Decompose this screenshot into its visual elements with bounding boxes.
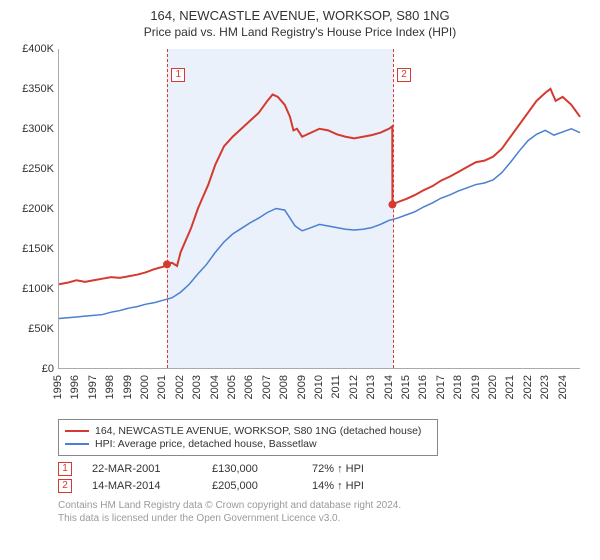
legend-swatch [65, 443, 89, 445]
xtick-label: 2020 [487, 375, 499, 399]
xtick-label: 2008 [278, 375, 290, 399]
sale-row: 2 14-MAR-2014 £205,000 14% ↑ HPI [58, 479, 590, 493]
sale-marker-icon: 1 [58, 462, 72, 476]
xtick-label: 2001 [156, 375, 168, 399]
ytick-label: £0 [10, 363, 54, 375]
legend: 164, NEWCASTLE AVENUE, WORKSOP, S80 1NG … [58, 419, 438, 456]
footer: Contains HM Land Registry data © Crown c… [58, 499, 590, 525]
xtick-label: 2004 [209, 375, 221, 399]
xtick-label: 2002 [174, 375, 186, 399]
xtick-label: 2012 [348, 375, 360, 399]
xtick-label: 2022 [522, 375, 534, 399]
xtick-label: 2019 [470, 375, 482, 399]
xtick-label: 2015 [400, 375, 412, 399]
xtick-label: 1995 [52, 375, 64, 399]
xtick-label: 2016 [417, 375, 429, 399]
ytick-label: £150K [10, 243, 54, 255]
xtick-label: 2024 [557, 375, 569, 399]
xtick-label: 2014 [383, 375, 395, 399]
xtick-label: 2003 [191, 375, 203, 399]
series-hpi [59, 129, 580, 319]
xtick-label: 2017 [435, 375, 447, 399]
series-price_paid [59, 89, 580, 284]
sale-price: £130,000 [212, 463, 292, 475]
xtick-label: 2006 [243, 375, 255, 399]
chart-svg [59, 49, 580, 368]
sale-vline [393, 49, 394, 368]
chart-area: 12 £0£50K£100K£150K£200K£250K£300K£350K£… [10, 45, 590, 415]
xtick-label: 2018 [452, 375, 464, 399]
xtick-label: 2021 [504, 375, 516, 399]
sale-pct: 72% ↑ HPI [312, 463, 402, 475]
ytick-label: £200K [10, 203, 54, 215]
legend-swatch [65, 430, 89, 432]
sale-date: 22-MAR-2001 [92, 463, 192, 475]
legend-item: HPI: Average price, detached house, Bass… [65, 438, 431, 450]
xtick-label: 2005 [226, 375, 238, 399]
xtick-label: 2007 [261, 375, 273, 399]
plot-area: 12 [58, 49, 580, 369]
ytick-label: £400K [10, 43, 54, 55]
xtick-label: 2010 [313, 375, 325, 399]
sale-pct: 14% ↑ HPI [312, 480, 402, 492]
sale-date: 14-MAR-2014 [92, 480, 192, 492]
sale-row: 1 22-MAR-2001 £130,000 72% ↑ HPI [58, 462, 590, 476]
legend-item: 164, NEWCASTLE AVENUE, WORKSOP, S80 1NG … [65, 425, 431, 437]
ytick-label: £50K [10, 323, 54, 335]
xtick-label: 1996 [69, 375, 81, 399]
chart-container: 164, NEWCASTLE AVENUE, WORKSOP, S80 1NG … [0, 0, 600, 560]
footer-line-2: This data is licensed under the Open Gov… [58, 512, 590, 525]
footer-line-1: Contains HM Land Registry data © Crown c… [58, 499, 590, 512]
xtick-label: 1999 [122, 375, 134, 399]
xtick-label: 1998 [104, 375, 116, 399]
sale-vline [167, 49, 168, 368]
ytick-label: £250K [10, 163, 54, 175]
xtick-label: 2009 [296, 375, 308, 399]
sale-marker-2: 2 [397, 68, 411, 82]
sale-marker-icon: 2 [58, 479, 72, 493]
ytick-label: £300K [10, 123, 54, 135]
chart-title: 164, NEWCASTLE AVENUE, WORKSOP, S80 1NG [10, 8, 590, 23]
chart-subtitle: Price paid vs. HM Land Registry's House … [10, 25, 590, 39]
legend-label: HPI: Average price, detached house, Bass… [95, 438, 317, 450]
xtick-label: 2013 [365, 375, 377, 399]
sales-table: 1 22-MAR-2001 £130,000 72% ↑ HPI 2 14-MAR-201… [58, 462, 590, 493]
legend-label: 164, NEWCASTLE AVENUE, WORKSOP, S80 1NG … [95, 425, 421, 437]
xtick-label: 2023 [539, 375, 551, 399]
sale-price: £205,000 [212, 480, 292, 492]
xtick-label: 2011 [330, 375, 342, 399]
ytick-label: £100K [10, 283, 54, 295]
ytick-label: £350K [10, 83, 54, 95]
xtick-label: 2000 [139, 375, 151, 399]
xtick-label: 1997 [87, 375, 99, 399]
sale-marker-1: 1 [171, 68, 185, 82]
